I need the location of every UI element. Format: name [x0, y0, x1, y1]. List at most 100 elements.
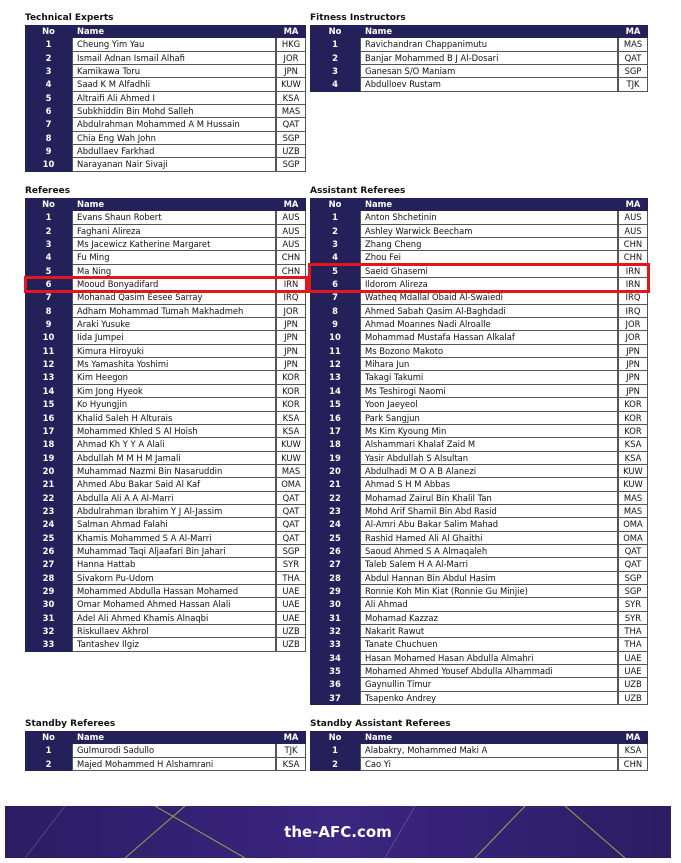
- name-cell: Mohammed Abdulla Hassan Mohamed: [72, 584, 276, 599]
- ma-cell: MAS: [276, 105, 306, 119]
- number-cell: 24: [25, 518, 72, 532]
- ma-cell: UZB: [276, 625, 306, 639]
- ma-cell: UAE: [276, 584, 306, 599]
- ma-cell: OMA: [276, 478, 306, 492]
- table-row: 30 Omar Mohamed Ahmed Hassan Alali UAE: [25, 598, 306, 612]
- header-cell: MA: [618, 731, 648, 745]
- ma-cell: JPN: [276, 358, 306, 372]
- name-cell: Anton Shchetinin: [360, 211, 618, 225]
- section-title: Technical Experts: [25, 13, 114, 23]
- table-row: 1 Cheung Yim Yau HKG: [25, 38, 306, 52]
- name-cell: Ko Hyungjin: [72, 398, 276, 412]
- table-row: 27 Hanna Hattab SYR: [25, 558, 306, 572]
- ma-cell: KSA: [276, 757, 306, 772]
- header-cell: Name: [72, 25, 276, 39]
- ma-cell: SGP: [618, 571, 648, 585]
- table-section: Standby Assistant Referees No Name MA 1 Alaba…: [310, 718, 648, 772]
- ma-cell: KUW: [618, 464, 648, 479]
- number-cell: 1: [310, 211, 360, 225]
- table-row: 2 Faghani Alireza AUS: [25, 224, 306, 239]
- name-cell: Narayanan Nair Sivaji: [72, 158, 276, 172]
- table-row: 33 Tanate Chuchuen THA: [310, 638, 648, 652]
- highlight-box: [24, 276, 308, 293]
- table-row: 13 Kim Heegon KOR: [25, 371, 306, 385]
- table-row: 5 Altraifi Ali Ahmed I KSA: [25, 91, 306, 106]
- ma-cell: SGP: [276, 158, 306, 172]
- ma-cell: CHN: [618, 238, 648, 252]
- name-cell: Abdulrahman Ibrahim Y J Al-Jassim: [72, 504, 276, 519]
- table-row: 9 Araki Yusuke JPN: [25, 318, 306, 332]
- number-cell: 31: [310, 611, 360, 625]
- ma-cell: AUS: [276, 211, 306, 225]
- section-title: Standby Assistant Referees: [310, 719, 451, 729]
- table-section: Assistant Referees No Name MA 1 Anton Shcheti…: [310, 185, 648, 706]
- name-cell: Kamikawa Toru: [72, 65, 276, 79]
- table-row: 3 Zhang Cheng CHN: [310, 238, 648, 252]
- ma-cell: KUW: [276, 451, 306, 465]
- ma-cell: KOR: [618, 411, 648, 425]
- ma-cell: QAT: [276, 491, 306, 505]
- table-row: 7 Abdulrahman Mohammed A M Hussain QAT: [25, 118, 306, 132]
- name-cell: Abdullaev Farkhad: [72, 145, 276, 159]
- table-row: 33 Tantashev Ilgiz UZB: [25, 638, 306, 652]
- name-cell: Abdulhadi M O A B Alanezi: [360, 464, 618, 479]
- ma-cell: MAS: [618, 491, 648, 505]
- header-cell: MA: [276, 198, 306, 212]
- ma-cell: JPN: [618, 344, 648, 359]
- number-cell: 2: [310, 757, 360, 772]
- name-cell: Mohamed Ahmed Yousef Abdulla Alhammadi: [360, 665, 618, 679]
- name-cell: Gaynullin Timur: [360, 678, 618, 692]
- number-cell: 10: [25, 158, 72, 172]
- number-cell: 9: [25, 145, 72, 159]
- ma-cell: KUW: [276, 78, 306, 92]
- table-row: 23 Mohd Arif Shamil Bin Abd Rasid MAS: [310, 504, 648, 519]
- ma-cell: CHN: [276, 251, 306, 265]
- number-cell: 27: [25, 558, 72, 572]
- ma-cell: AUS: [276, 238, 306, 252]
- ma-cell: MAS: [618, 38, 648, 52]
- ma-cell: UZB: [618, 691, 648, 706]
- name-cell: Faghani Alireza: [72, 224, 276, 239]
- name-cell: Abdulla Ali A A Al-Marri: [72, 491, 276, 505]
- table-row: 14 Kim Jong Hyeok KOR: [25, 384, 306, 399]
- table-row: 1 Evans Shaun Robert AUS: [25, 211, 306, 225]
- ma-cell: QAT: [276, 518, 306, 532]
- ma-cell: UZB: [276, 638, 306, 652]
- number-cell: 12: [310, 358, 360, 372]
- table-row: 28 Sivakorn Pu-Udom THA: [25, 571, 306, 585]
- ma-cell: SGP: [618, 584, 648, 599]
- table-row: 25 Khamis Mohammed S A Al-Marri QAT: [25, 531, 306, 545]
- header-cell: No: [310, 198, 360, 212]
- number-cell: 16: [310, 411, 360, 425]
- number-cell: 13: [25, 371, 72, 385]
- name-cell: Adham Mohammad Tumah Makhadmeh: [72, 304, 276, 319]
- name-cell: Cao Yi: [360, 757, 618, 772]
- table-row: 10 Iida Jumpei JPN: [25, 331, 306, 345]
- ma-cell: OMA: [618, 518, 648, 532]
- name-cell: Alshammari Khalaf Zaid M: [360, 438, 618, 452]
- number-cell: 1: [25, 744, 72, 758]
- ma-cell: SGP: [618, 65, 648, 79]
- table-row: 27 Taleb Salem H A Al-Marri QAT: [310, 558, 648, 572]
- table-row: 9 Ahmad Moannes Nadi Alroalle JOR: [310, 318, 648, 332]
- number-cell: 19: [310, 451, 360, 465]
- table-row: 12 Ms Yamashita Yoshimi JPN: [25, 358, 306, 372]
- number-cell: 10: [25, 331, 72, 345]
- ma-cell: MAS: [618, 504, 648, 519]
- table-row: 26 Saoud Ahmed S A Almaqaleh QAT: [310, 544, 648, 559]
- name-cell: Adel Ali Ahmed Khamis Alnaqbi: [72, 611, 276, 625]
- ma-cell: IRQ: [618, 291, 648, 305]
- name-cell: Mohanad Qasim Eesee Sarray: [72, 291, 276, 305]
- number-cell: 22: [310, 491, 360, 505]
- number-cell: 33: [25, 638, 72, 652]
- name-cell: Taleb Salem H A Al-Marri: [360, 558, 618, 572]
- number-cell: 4: [310, 78, 360, 92]
- name-cell: Altraifi Ali Ahmed I: [72, 91, 276, 106]
- ma-cell: TJK: [618, 78, 648, 92]
- number-cell: 16: [25, 411, 72, 425]
- header-cell: No: [25, 198, 72, 212]
- table-row: 8 Ahmed Sabah Qasim Al-Baghdadi IRQ: [310, 304, 648, 319]
- table-row: 24 Salman Ahmad Falahi QAT: [25, 518, 306, 532]
- table-row: 29 Mohammed Abdulla Hassan Mohamed UAE: [25, 584, 306, 599]
- name-cell: Fu Ming: [72, 251, 276, 265]
